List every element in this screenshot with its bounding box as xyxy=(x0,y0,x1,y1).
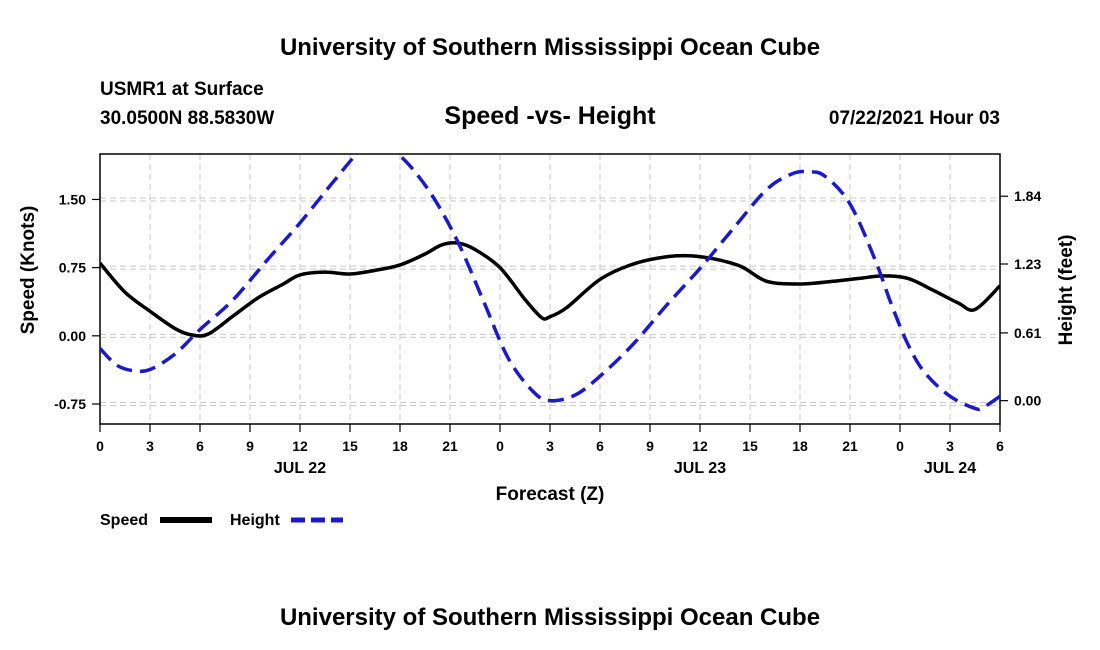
y-axis-right-label: Height (feet) xyxy=(1056,235,1077,346)
grid-lines xyxy=(100,154,1000,424)
x-tick-label: 3 xyxy=(946,438,954,454)
y-right-tick-label: 1.23 xyxy=(1014,256,1041,272)
timestamp-label: 07/22/2021 Hour 03 xyxy=(829,108,1000,129)
x-tick-label: 9 xyxy=(646,438,654,454)
series xyxy=(100,154,1000,412)
x-tick-label: 3 xyxy=(546,438,554,454)
legend-speed-label: Speed xyxy=(100,512,148,529)
y-left-tick-label: 0.75 xyxy=(59,260,86,276)
y-right-tick-label: 1.84 xyxy=(1014,188,1041,204)
x-tick-label: 18 xyxy=(792,438,808,454)
legend-height-label: Height xyxy=(230,512,280,529)
chart-bottom-title: University of Southern Mississippi Ocean… xyxy=(280,604,820,631)
chart-top-title: University of Southern Mississippi Ocean… xyxy=(280,34,820,61)
x-tick-label: 18 xyxy=(392,438,408,454)
y-left-tick-label: 1.50 xyxy=(59,191,86,207)
legend: Speed Height xyxy=(100,512,343,529)
x-axis-label: Forecast (Z) xyxy=(496,484,605,505)
date-label: JUL 23 xyxy=(674,460,726,477)
series-line-speed xyxy=(100,241,1000,338)
x-tick-label: 12 xyxy=(692,438,708,454)
x-tick-label: 21 xyxy=(842,438,858,454)
x-tick-label: 6 xyxy=(596,438,604,454)
date-label: JUL 22 xyxy=(274,460,326,477)
y-left-tick-label: -0.75 xyxy=(54,396,86,412)
x-tick-label: 0 xyxy=(896,438,904,454)
x-tick-label: 3 xyxy=(146,438,154,454)
series-line-height xyxy=(100,154,1000,412)
station-label: USMR1 at Surface xyxy=(100,79,264,100)
coordinates-label: 30.0500N 88.5830W xyxy=(100,108,274,129)
x-tick-label: 15 xyxy=(742,438,758,454)
x-tick-label: 6 xyxy=(196,438,204,454)
axes: 0 3 6 9 12 15 18 21 0 3 6 9 12 15 18 21 0 3 6 JUL 22 JUL 23 J… xyxy=(54,188,1041,477)
x-tick-label: 12 xyxy=(292,438,308,454)
y-right-tick-label: 0.61 xyxy=(1014,325,1041,341)
x-tick-label: 15 xyxy=(342,438,358,454)
x-tick-label: 0 xyxy=(96,438,104,454)
x-tick-label: 9 xyxy=(246,438,254,454)
x-tick-label: 0 xyxy=(496,438,504,454)
x-tick-label: 21 xyxy=(442,438,458,454)
x-tick-label: 6 xyxy=(996,438,1004,454)
y-right-tick-label: 0.00 xyxy=(1014,393,1041,409)
chart-subtitle: Speed -vs- Height xyxy=(444,102,656,130)
y-left-tick-label: 0.00 xyxy=(59,328,86,344)
date-label: JUL 24 xyxy=(924,460,976,477)
y-axis-left-label: Speed (Knots) xyxy=(18,206,39,335)
